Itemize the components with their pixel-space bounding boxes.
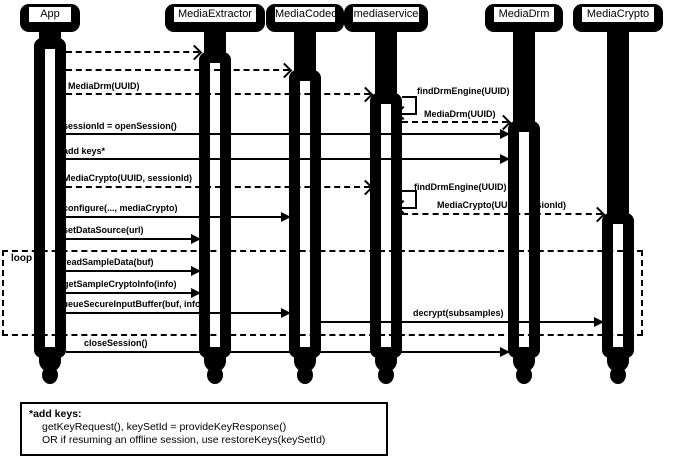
loop-label: loop [11, 253, 33, 264]
message-label: closeSession() [84, 338, 148, 348]
participant-name: MediaDrm [494, 7, 554, 22]
arrow-closesession [66, 347, 510, 357]
participant-header-mediacrypto: MediaCrypto [573, 4, 663, 32]
lifeline-end-mediaextractor [207, 366, 223, 384]
arrow-mediadrm-uuid [66, 86, 374, 102]
participant-name: mediaservice [353, 7, 419, 22]
solid-arrowhead-icon [191, 234, 201, 244]
message-label: findDrmEngine(UUID) [414, 182, 507, 192]
arrow-create-mediaextractor [66, 44, 203, 60]
note-line: OR if resuming an offline session, use r… [42, 434, 326, 446]
participant-header-mediacodec: MediaCodec [266, 4, 344, 32]
participant-header-mediaextractor: MediaExtractor [165, 4, 265, 32]
participant-name: MediaExtractor [174, 7, 256, 22]
participant-header-app: App [20, 4, 80, 32]
message-label: queueSecureInputBuffer(buf, info) [57, 299, 204, 309]
arrow-configure [66, 212, 291, 222]
lifeline-end-mediadrm [516, 366, 532, 384]
arrow-queuesecureinputbuffer [66, 308, 291, 318]
solid-arrowhead-icon [500, 347, 510, 357]
lifeline-end-mediacrypto [610, 366, 626, 384]
solid-arrowhead-icon [281, 308, 291, 318]
message-label: readSampleData(buf) [63, 257, 154, 267]
participant-name: MediaCodec [275, 7, 335, 22]
participant-name: App [29, 7, 71, 22]
activation-mediacodec [289, 70, 321, 358]
arrow-create-mediacodec [66, 62, 293, 78]
activation-mediadrm [508, 121, 540, 358]
arrow-decrypt [321, 317, 604, 327]
activation-app [34, 38, 66, 358]
message-label: MediaDrm(UUID) [424, 109, 496, 119]
lifeline-end-mediaservice [378, 366, 394, 384]
arrow-getsamplecryptoinfo [66, 288, 201, 298]
solid-arrowhead-icon [500, 129, 510, 139]
arrow-opensession [66, 129, 510, 139]
lifeline-end-mediacodec [297, 366, 313, 384]
selfcall-finddrmengine-2 [395, 190, 417, 215]
activation-mediacrypto [602, 213, 634, 358]
solid-arrowhead-icon [191, 288, 201, 298]
message-label: MediaCrypto(UUID, sessionId) [63, 173, 193, 183]
arrow-mediacrypto-uuid-2 [402, 206, 606, 222]
arrow-add-keys [66, 154, 510, 164]
message-label: decrypt(subsamples) [413, 308, 504, 318]
message-label: configure(..., mediaCrypto) [63, 203, 178, 213]
note-title: *add keys: [29, 408, 82, 420]
message-label: setDataSource(url) [63, 225, 144, 235]
note-box: *add keys: getKeyRequest(), keySetId = p… [20, 402, 388, 456]
solid-arrowhead-icon [191, 266, 201, 276]
participant-header-mediaservice: mediaservice [344, 4, 428, 32]
solid-arrowhead-icon [281, 212, 291, 222]
solid-arrowhead-icon [594, 317, 604, 327]
message-label: getSampleCryptoInfo(info) [63, 279, 177, 289]
arrow-setdatasource [66, 234, 201, 244]
note-line: getKeyRequest(), keySetId = provideKeyRe… [42, 421, 287, 433]
message-label: MediaCrypto(UUID, sessionId) [437, 200, 567, 210]
participant-name: MediaCrypto [582, 7, 654, 22]
selfcall-finddrmengine-1 [395, 96, 417, 121]
message-label: findDrmEngine(UUID) [417, 86, 510, 96]
arrow-mediadrm-uuid-2 [402, 114, 512, 130]
message-label: add keys* [63, 146, 106, 156]
participant-header-mediadrm: MediaDrm [485, 4, 563, 32]
message-label: sessionId = openSession() [63, 121, 177, 131]
arrow-readsampledata [66, 266, 201, 276]
message-label: MediaDrm(UUID) [68, 81, 140, 91]
arrow-mediacrypto-uuid [66, 179, 374, 195]
lifeline-end-app [42, 366, 58, 384]
solid-arrowhead-icon [500, 154, 510, 164]
